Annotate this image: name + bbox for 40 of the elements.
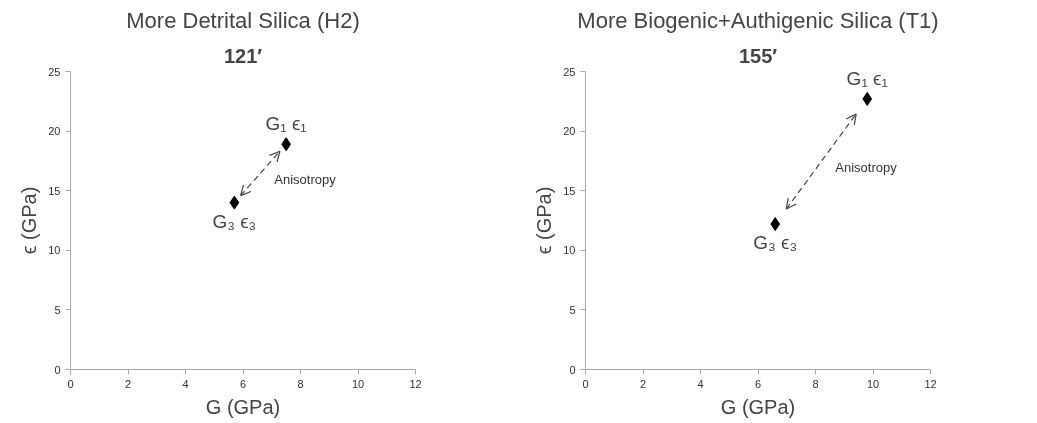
x-tick-label: 8 — [297, 377, 304, 390]
x-tick-label: 4 — [697, 377, 704, 390]
y-tick-label: 10 — [563, 244, 576, 257]
x-tick-label: 2 — [639, 377, 647, 390]
x-tick-label: 2 — [124, 377, 132, 390]
x-tick-label: 12 — [924, 377, 937, 390]
y-tick-label: 0 — [569, 363, 576, 376]
x-tick-label: 10 — [866, 377, 880, 390]
annotation: G₃ ϵ₃ — [753, 232, 798, 254]
y-tick-label: 25 — [563, 65, 576, 78]
x-axis-title: G (GPa) — [205, 395, 281, 418]
x-tick-label: 8 — [812, 377, 819, 390]
y-tick-label: 15 — [48, 184, 61, 197]
y-axis-title: ϵ (GPa) — [533, 186, 556, 255]
y-tick-label: 20 — [563, 125, 576, 138]
annotation: G₃ ϵ₃ — [212, 210, 257, 232]
chart-title: More Detrital Silica (H2) — [126, 7, 360, 33]
y-tick-label: 15 — [563, 184, 576, 197]
y-tick-label: 10 — [48, 244, 61, 257]
chart-subtitle: 121′ — [223, 44, 263, 67]
x-tick-label: 0 — [67, 377, 74, 390]
annotation: Anisotropy — [835, 160, 898, 175]
x-tick-label: 6 — [754, 377, 762, 390]
x-tick-label: 12 — [409, 377, 422, 390]
y-tick-label: 5 — [569, 303, 576, 316]
y-axis-title: ϵ (GPa) — [18, 186, 41, 255]
y-tick-label: 20 — [48, 125, 61, 138]
x-tick-label: 0 — [582, 377, 589, 390]
annotation: G₁ ϵ₁ — [265, 113, 307, 135]
x-tick-label: 6 — [239, 377, 247, 390]
y-tick-label: 25 — [48, 65, 61, 78]
chart-title: More Biogenic+Authigenic Silica (T1) — [577, 7, 939, 33]
annotation: G₁ ϵ₁ — [846, 67, 888, 89]
y-tick-label: 0 — [54, 363, 61, 376]
chart-subtitle: 155′ — [738, 44, 778, 67]
y-tick-label: 5 — [54, 303, 61, 316]
x-tick-label: 10 — [351, 377, 365, 390]
annotation: Anisotropy — [274, 171, 337, 187]
x-tick-label: 4 — [182, 377, 189, 390]
x-axis-title: G (GPa) — [720, 395, 796, 418]
